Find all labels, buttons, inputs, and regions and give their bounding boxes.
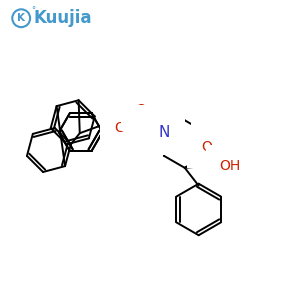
Text: O: O bbox=[114, 121, 125, 135]
Text: N: N bbox=[152, 121, 163, 136]
Text: K: K bbox=[17, 13, 25, 23]
Text: O: O bbox=[135, 103, 146, 117]
Text: OH: OH bbox=[220, 159, 241, 173]
Text: O: O bbox=[201, 140, 212, 154]
Text: Kuujia: Kuujia bbox=[34, 9, 92, 27]
Text: OH: OH bbox=[218, 149, 239, 163]
Text: O: O bbox=[205, 135, 216, 149]
Text: N: N bbox=[158, 125, 170, 140]
Text: °: ° bbox=[31, 6, 35, 15]
